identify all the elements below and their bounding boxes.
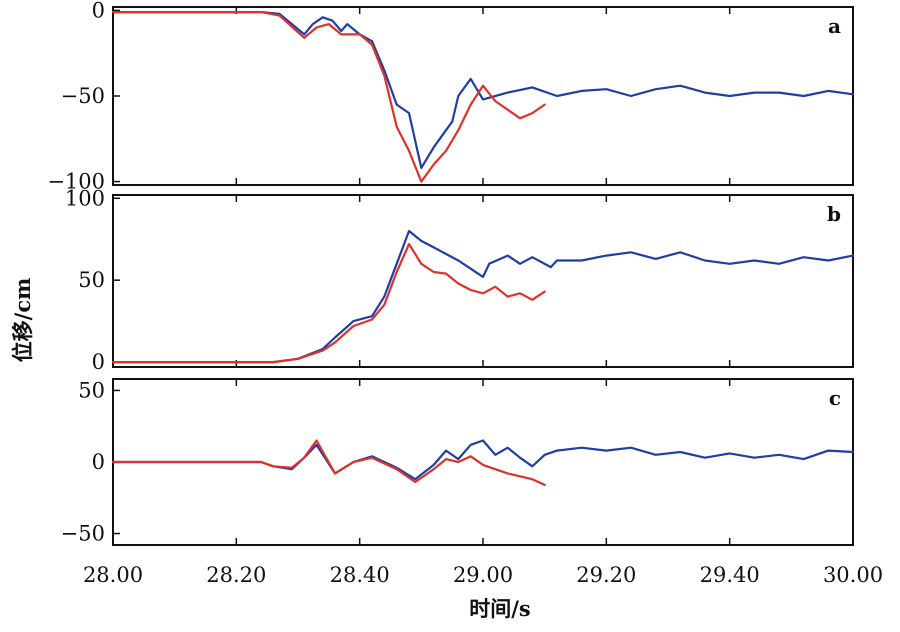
- panel-frame: [112, 6, 854, 186]
- series-line-blue: [111, 439, 855, 481]
- panel-frame: [112, 194, 854, 368]
- panel-label: b: [827, 202, 841, 226]
- series-line-red: [111, 11, 546, 183]
- panel-label: c: [829, 386, 841, 410]
- y-tick-label: 0: [92, 350, 105, 374]
- x-tick-label: 28.20: [206, 563, 266, 587]
- y-tick-label: 50: [78, 268, 105, 292]
- y-tick-label: 0: [92, 0, 105, 22]
- y-tick-label: −100: [47, 170, 105, 194]
- panels: 0 −50 −100 a 100 50 0 b 50 0 −50 c: [47, 0, 855, 546]
- series-line-red: [111, 243, 546, 364]
- x-tick-label: 28.00: [83, 563, 143, 587]
- x-tick-label: 29.00: [453, 563, 513, 587]
- x-axis-title: 时间/s: [469, 596, 531, 621]
- x-tick-label: 28.40: [330, 563, 390, 587]
- panel-c: 50 0 −50 c: [61, 378, 855, 546]
- x-tick-label: 29.20: [576, 563, 636, 587]
- panel-a: 0 −50 −100 a: [47, 0, 855, 194]
- y-tick-label: 100: [65, 186, 105, 210]
- x-tick-label: 30.00: [823, 563, 883, 587]
- series-line-red: [111, 439, 546, 486]
- panel-b: 100 50 0 b: [65, 186, 855, 374]
- y-axis-title: 位移/cm: [10, 278, 35, 363]
- y-tick-label: 50: [78, 378, 105, 402]
- panel-label: a: [828, 14, 841, 38]
- y-tick-label: 0: [92, 450, 105, 474]
- y-tick-label: −50: [61, 522, 105, 546]
- x-axis: 28.00 28.20 28.40 29.00 29.20 29.40 30.00: [83, 563, 883, 587]
- y-tick-label: −50: [61, 84, 105, 108]
- series-line-blue: [111, 11, 855, 169]
- series-line-blue: [111, 229, 855, 364]
- x-tick-label: 29.40: [700, 563, 760, 587]
